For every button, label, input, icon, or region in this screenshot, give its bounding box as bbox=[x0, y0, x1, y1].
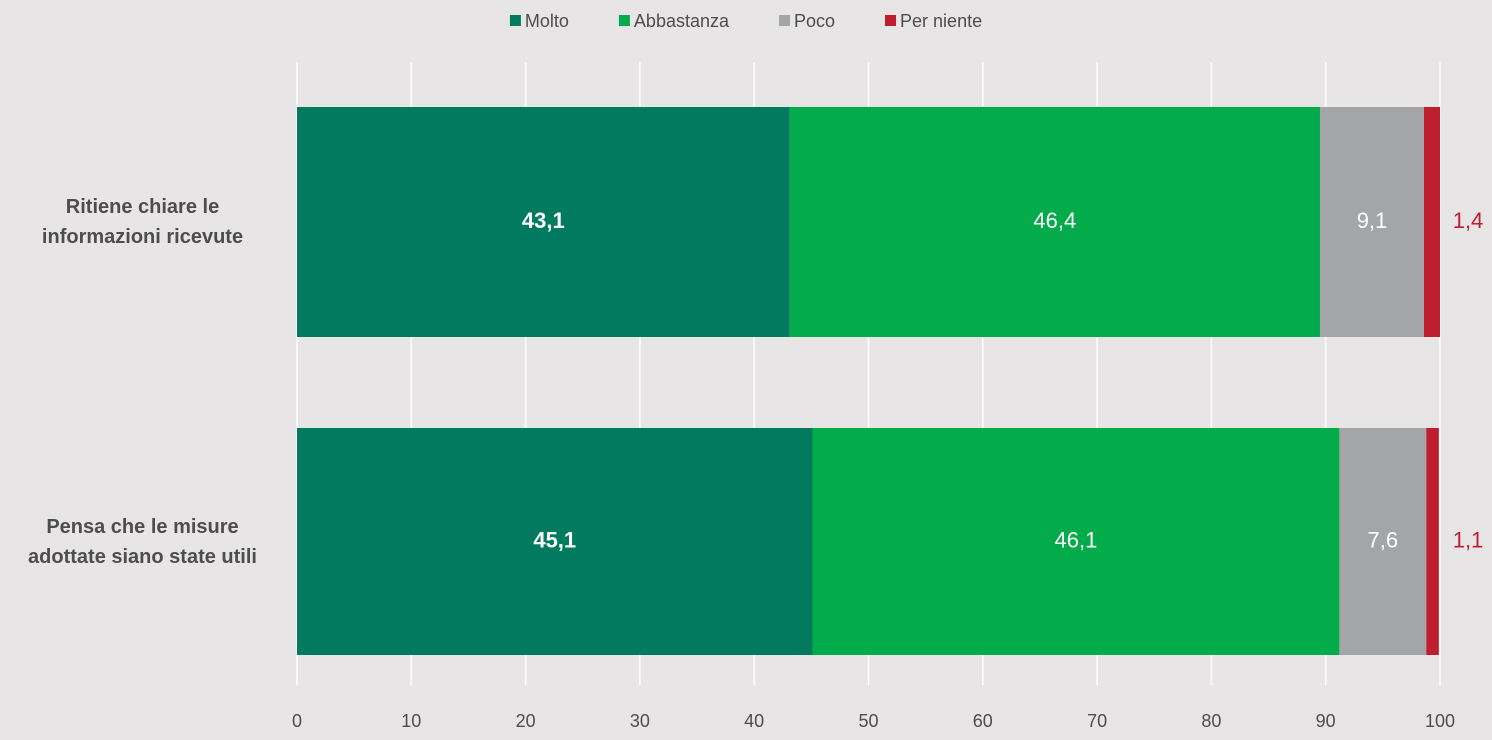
bar-segment bbox=[1339, 428, 1427, 655]
bar-segment bbox=[789, 107, 1320, 337]
x-tick-label: 30 bbox=[630, 711, 650, 731]
x-tick-label: 40 bbox=[744, 711, 764, 731]
x-tick-label: 60 bbox=[973, 711, 993, 731]
bar-segment bbox=[812, 428, 1340, 655]
legend-swatch bbox=[885, 15, 897, 26]
bar-segment bbox=[297, 428, 813, 655]
bar-segment bbox=[1426, 428, 1439, 655]
bar-segment bbox=[1423, 107, 1440, 337]
x-tick-label: 100 bbox=[1425, 711, 1455, 731]
x-tick-label: 20 bbox=[516, 711, 536, 731]
bar-segment bbox=[297, 107, 790, 337]
value-label: 1,1 bbox=[1453, 527, 1484, 552]
legend-swatch bbox=[509, 15, 521, 26]
value-label: 45,1 bbox=[533, 527, 576, 552]
value-label: 46,4 bbox=[1033, 208, 1076, 233]
value-label: 7,6 bbox=[1368, 527, 1399, 552]
y-tick-label: Ritiene chiare le informazioni ricevute bbox=[41, 196, 244, 248]
legend-label: Per niente bbox=[900, 11, 982, 31]
x-tick-label: 50 bbox=[858, 711, 878, 731]
legend-swatch bbox=[779, 15, 790, 26]
value-label: 46,1 bbox=[1055, 527, 1098, 552]
x-tick-label: 80 bbox=[1201, 711, 1221, 731]
bar-segment bbox=[1319, 107, 1424, 337]
value-label: 1,4 bbox=[1453, 208, 1484, 233]
x-tick-label: 70 bbox=[1087, 711, 1107, 731]
value-label: 9,1 bbox=[1357, 208, 1388, 233]
value-label: 43,1 bbox=[522, 208, 565, 233]
x-tick-label: 90 bbox=[1316, 711, 1336, 731]
legend-label: Abbastanza bbox=[634, 11, 730, 31]
legend-label: Molto bbox=[525, 11, 569, 31]
x-tick-label: 10 bbox=[401, 711, 421, 731]
x-tick-label: 0 bbox=[292, 711, 302, 731]
legend-label: Poco bbox=[794, 11, 835, 31]
y-tick-label: Pensa che le misure adottate siano state… bbox=[28, 515, 257, 568]
legend-swatch bbox=[618, 15, 630, 26]
